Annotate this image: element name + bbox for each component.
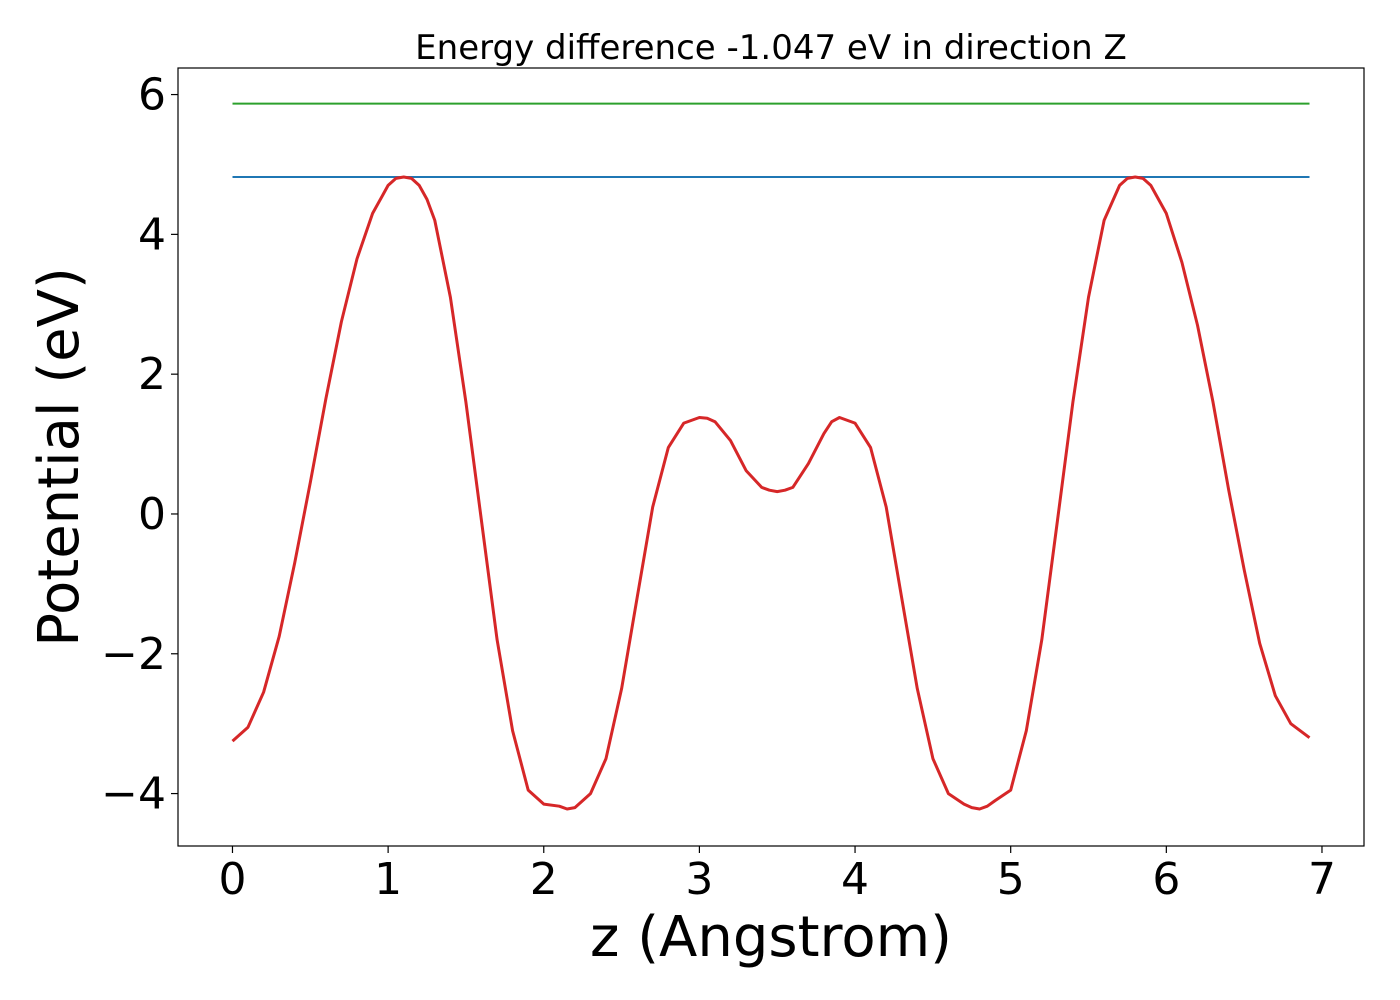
x-tick-label: 3 (685, 854, 713, 905)
series-layer (231, 102, 1311, 811)
y-tick-label: −2 (101, 629, 166, 680)
x-tick-label: 0 (218, 854, 246, 905)
x-tick-label: 1 (374, 854, 402, 905)
x-axis-label: z (Angstrom) (590, 905, 952, 970)
x-tick-label: 2 (530, 854, 558, 905)
series-line-2 (231, 175, 1311, 811)
y-tick-label: 0 (138, 489, 166, 540)
x-tick-label: 5 (997, 854, 1025, 905)
plot-frame (177, 67, 1365, 847)
y-tick-label: 4 (138, 209, 166, 260)
y-tick-label: 2 (138, 349, 166, 400)
y-tick-label: 6 (138, 70, 166, 121)
chart-title: Energy difference -1.047 eV in direction… (415, 28, 1127, 68)
x-tick-label: 6 (1152, 854, 1180, 905)
y-axis-label: Potential (eV) (27, 267, 92, 647)
ticks-layer: 0 1 2 3 4 5 6 7 −4 −2 0 2 4 6 (101, 70, 1336, 905)
y-tick-label: −4 (101, 769, 166, 820)
x-tick-label: 7 (1308, 854, 1336, 905)
x-tick-label: 4 (841, 854, 869, 905)
